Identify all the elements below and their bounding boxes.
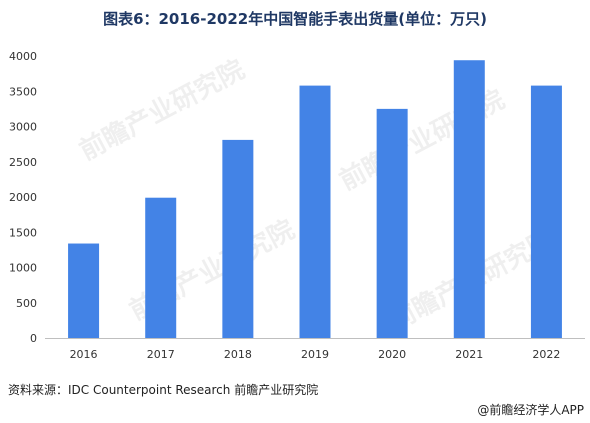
y-tick-label: 500: [16, 297, 37, 310]
x-tick-label: 2016: [70, 348, 98, 361]
bar-2021: [453, 60, 485, 338]
bars: [68, 60, 562, 338]
y-tick-label: 1000: [9, 262, 37, 275]
y-tick-label: 3000: [9, 121, 37, 134]
x-tick-label: 2020: [378, 348, 406, 361]
bar-2022: [530, 85, 562, 338]
y-axis: 0 500 1000 1500 2000 2500 3000 3500 4000: [9, 50, 37, 345]
bar-2016: [68, 243, 100, 338]
x-tick-label: 2019: [301, 348, 329, 361]
y-tick-label: 2500: [9, 156, 37, 169]
x-tick-label: 2018: [224, 348, 252, 361]
source-note: 资料来源：IDC Counterpoint Research 前瞻产业研究院: [8, 383, 319, 397]
x-tick-label: 2022: [532, 348, 560, 361]
bar-2018: [222, 139, 254, 338]
chart-title: 图表6：2016-2022年中国智能手表出货量(单位：万只): [103, 10, 487, 28]
bar-2020: [376, 108, 408, 338]
bar-2019: [299, 85, 331, 338]
x-tick-label: 2017: [147, 348, 175, 361]
y-tick-label: 2000: [9, 191, 37, 204]
brand-credit: @前瞻经济学人APP: [477, 403, 584, 417]
y-tick-label: 0: [30, 332, 37, 345]
y-tick-label: 4000: [9, 50, 37, 63]
y-tick-label: 3500: [9, 85, 37, 98]
x-axis: 2016 2017 2018 2019 2020 2021 2022: [70, 348, 561, 361]
bar-2017: [145, 197, 177, 338]
y-tick-label: 1500: [9, 226, 37, 239]
x-tick-label: 2021: [455, 348, 483, 361]
